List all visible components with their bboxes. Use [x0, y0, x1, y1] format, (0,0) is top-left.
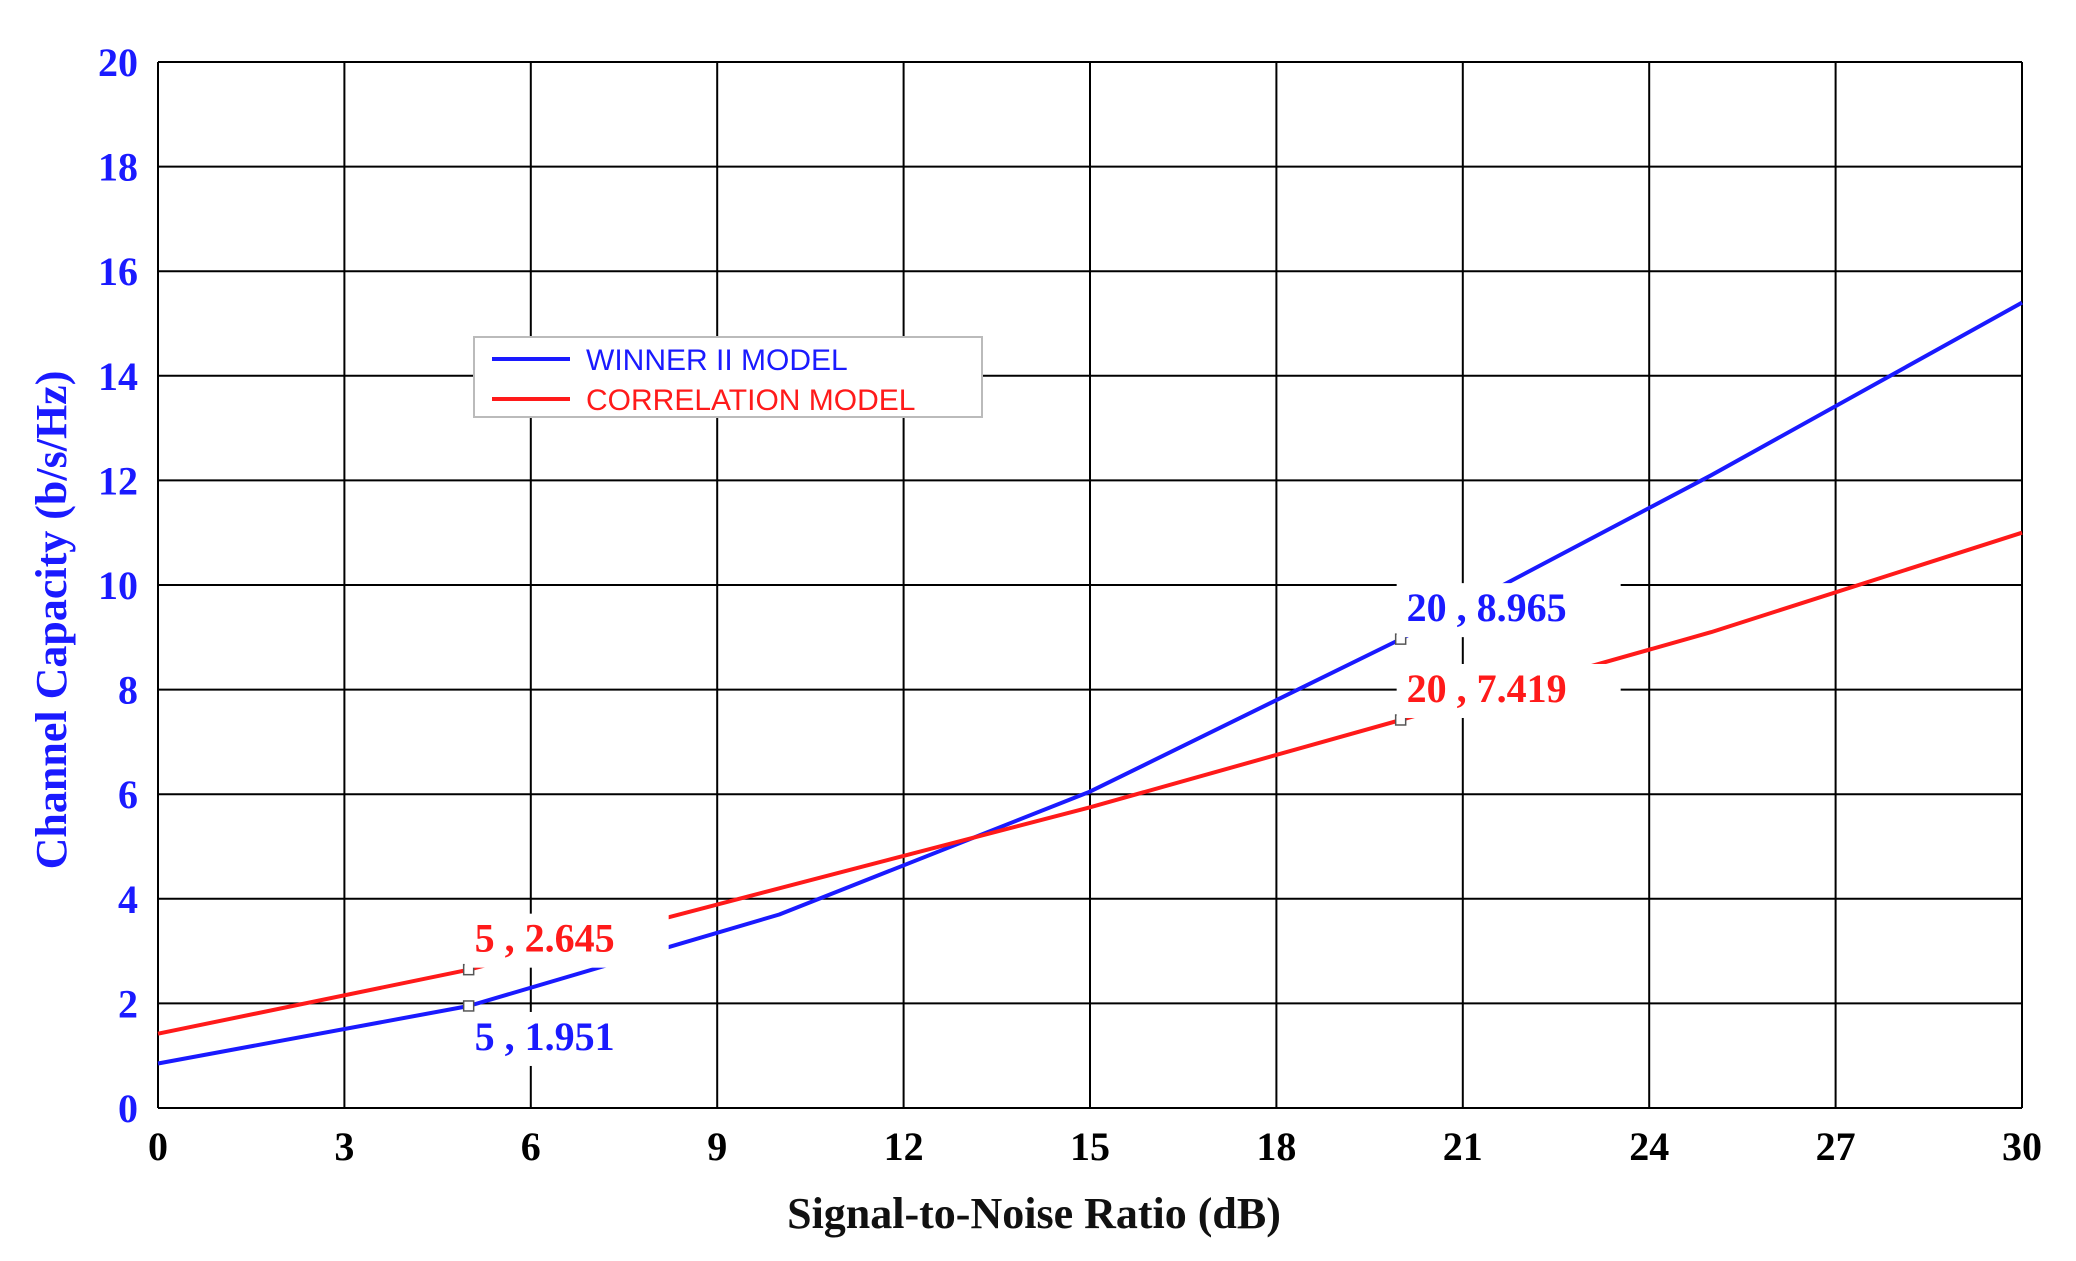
grid — [157, 61, 2023, 1109]
y-tick-label-10: 20 — [98, 40, 138, 85]
legend: WINNER II MODEL CORRELATION MODEL — [473, 336, 983, 418]
annotation-bg-0 — [464, 1011, 669, 1066]
annotation-label-1: 5 , 2.645 — [475, 916, 615, 961]
x-tick-label-2: 6 — [521, 1124, 541, 1169]
legend-box — [473, 336, 983, 418]
legend-label-1: CORRELATION MODEL — [586, 384, 916, 417]
x-tick-label-4: 12 — [884, 1124, 924, 1169]
x-tick-label-0: 0 — [148, 1124, 168, 1169]
y-tick-label-7: 14 — [98, 354, 138, 399]
legend-label-0: WINNER II MODEL — [586, 344, 848, 377]
annotation-label-2: 20 , 8.965 — [1407, 585, 1567, 630]
y-tick-label-4: 8 — [118, 668, 138, 713]
y-tick-label-5: 10 — [98, 563, 138, 608]
data-point-marker-0 — [462, 1000, 475, 1012]
annotation-bg-2 — [1396, 583, 1621, 638]
y-tick-label-0: 0 — [118, 1086, 138, 1131]
x-tick-label-10: 30 — [2002, 1124, 2042, 1169]
x-tick-label-3: 9 — [707, 1124, 727, 1169]
x-tick-label-6: 18 — [1256, 1124, 1296, 1169]
y-tick-label-3: 6 — [118, 772, 138, 817]
y-tick-label-1: 2 — [118, 981, 138, 1026]
y-tick-label-2: 4 — [118, 877, 138, 922]
annotation-bg-3 — [1396, 663, 1621, 718]
annotations: 5 , 1.951 5 , 2.645 20 , 8.965 20 , 7.419 — [464, 583, 1621, 1066]
annotation-label-3: 20 , 7.419 — [1407, 666, 1567, 711]
y-tick-label-8: 16 — [98, 249, 138, 294]
x-tick-label-9: 27 — [1816, 1124, 1856, 1169]
annotation-label-0: 5 , 1.951 — [475, 1014, 615, 1059]
x-tick-label-7: 21 — [1443, 1124, 1483, 1169]
x-tick-label-1: 3 — [334, 1124, 354, 1169]
y-axis-label: Channel Capacity (b/s/Hz) — [27, 371, 76, 870]
y-tick-label-9: 18 — [98, 145, 138, 190]
x-tick-label-5: 15 — [1070, 1124, 1110, 1169]
x-axis-label: Signal-to-Noise Ratio (dB) — [787, 1189, 1281, 1238]
annotation-bg-1 — [464, 913, 669, 968]
y-tick-label-6: 12 — [98, 458, 138, 503]
x-tick-label-8: 24 — [1629, 1124, 1669, 1169]
